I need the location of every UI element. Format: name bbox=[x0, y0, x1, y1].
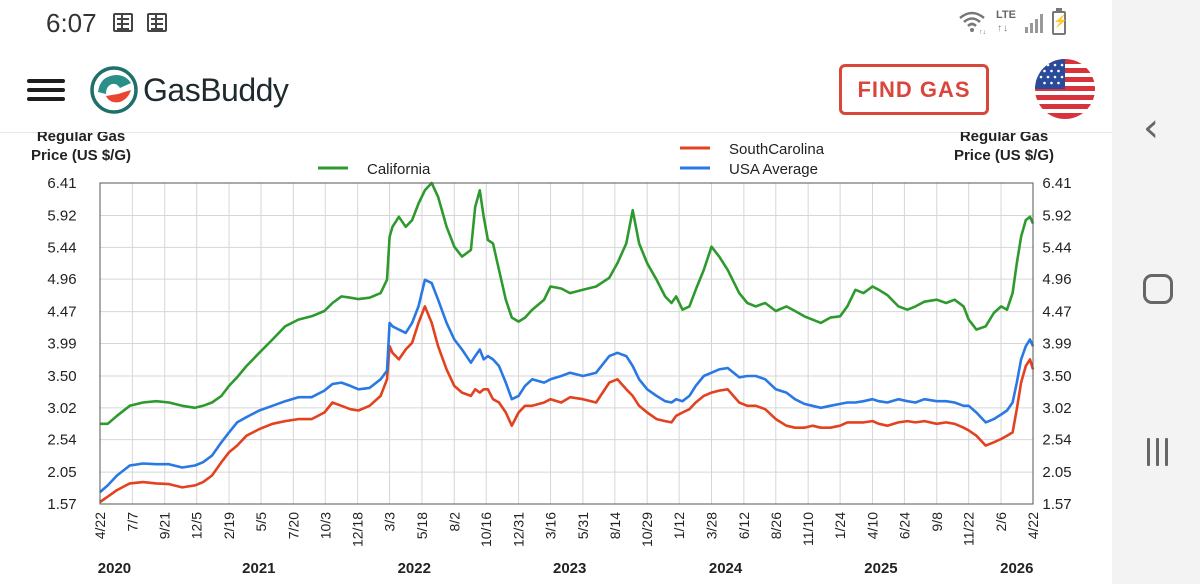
y-tick-label-right: 5.92 bbox=[1042, 207, 1071, 224]
menu-icon[interactable] bbox=[27, 79, 65, 101]
y-tick-label-right: 3.50 bbox=[1042, 368, 1071, 385]
y-tick-label-left: 1.57 bbox=[47, 496, 76, 513]
x-tick-label: 9/21 bbox=[157, 512, 173, 539]
series-lines bbox=[99, 181, 1035, 504]
y-tick-label-right: 3.02 bbox=[1042, 400, 1071, 417]
lte-arrows: ↑↓ bbox=[997, 23, 1009, 34]
x-tick-label: 1/24 bbox=[832, 512, 848, 539]
y-tick-label-right: 5.44 bbox=[1042, 239, 1071, 256]
series-line-california bbox=[100, 181, 1035, 426]
x-tick-label: 3/3 bbox=[382, 512, 398, 532]
y-tick-label-left: 5.44 bbox=[47, 239, 76, 256]
y-axis-label-left-line1: Regular Gas bbox=[37, 132, 125, 145]
find-gas-button[interactable]: FIND GAS bbox=[839, 64, 989, 115]
x-tick-label: 9/8 bbox=[929, 512, 945, 532]
x-tick-label: 5/5 bbox=[253, 512, 269, 532]
y-axis-label-right-line1: Regular Gas bbox=[960, 132, 1048, 145]
x-tick-label: 5/31 bbox=[575, 512, 591, 539]
year-label: 2024 bbox=[709, 560, 743, 577]
status-time: 6:07 bbox=[46, 8, 97, 38]
y-tick-label-left: 2.54 bbox=[47, 432, 76, 449]
x-tick-label: 11/22 bbox=[961, 512, 977, 546]
x-tick-label: 5/18 bbox=[414, 512, 430, 539]
y-tick-label-left: 2.05 bbox=[47, 464, 76, 481]
battery-charging-icon bbox=[1052, 8, 1068, 35]
series-line-southcarolina bbox=[99, 305, 1035, 504]
year-labels: 2020 2021 2022 2023 2024 2025 2026 bbox=[98, 560, 1034, 577]
x-tick-label: 3/16 bbox=[543, 512, 559, 539]
x-tick-label: 10/16 bbox=[478, 512, 494, 547]
x-tick-label: 1/12 bbox=[671, 512, 687, 539]
x-tick-label: 4/22 bbox=[1025, 512, 1041, 539]
year-label: 2021 bbox=[242, 560, 275, 577]
x-tick-label: 7/20 bbox=[285, 512, 301, 539]
legend-label-usa-average: USA Average bbox=[729, 161, 818, 178]
x-tick-label: 12/31 bbox=[511, 512, 527, 547]
x-tick-label: 4/22 bbox=[92, 512, 108, 539]
app-header: GasBuddy FIND GAS bbox=[0, 46, 1112, 132]
year-label: 2023 bbox=[553, 560, 586, 577]
wifi-icon: ↑↓ bbox=[959, 11, 986, 34]
legend-label-southcarolina: SouthCarolina bbox=[729, 141, 825, 158]
us-flag-icon[interactable] bbox=[1035, 59, 1095, 119]
x-tick-label: 7/7 bbox=[124, 512, 140, 532]
y-axis-label-left-line2: Price (US $/G) bbox=[31, 147, 131, 164]
x-tick-label: 4/10 bbox=[864, 512, 880, 539]
year-label: 2026 bbox=[1000, 560, 1033, 577]
back-icon[interactable]: ‹ bbox=[1143, 105, 1159, 151]
note-icon bbox=[113, 13, 133, 32]
y-tick-label-left: 4.96 bbox=[47, 271, 76, 288]
y-tick-labels: 6.41 6.41 5.92 5.92 5.44 5.44 4.96 4.96 4.47 4.47… bbox=[47, 175, 1071, 513]
note-icon bbox=[147, 13, 167, 32]
x-tick-label: 2/6 bbox=[993, 512, 1009, 532]
x-tick-label: 6/12 bbox=[736, 512, 752, 539]
y-tick-label-right: 2.54 bbox=[1042, 432, 1071, 449]
price-chart: Regular Gas Price (US $/G) Regular Gas P… bbox=[0, 128, 1112, 584]
x-tick-label: 3/28 bbox=[703, 512, 719, 539]
x-tick-label: 12/18 bbox=[350, 512, 366, 547]
x-tick-label: 8/26 bbox=[768, 512, 784, 539]
y-tick-label-left: 3.02 bbox=[47, 400, 76, 417]
x-tick-label: 2/19 bbox=[221, 512, 237, 539]
app-name[interactable]: GasBuddy bbox=[143, 72, 289, 108]
signal-icon bbox=[1025, 14, 1043, 33]
header-divider bbox=[0, 132, 1112, 133]
x-tick-label: 10/3 bbox=[317, 512, 333, 539]
x-tick-labels: 4/22 7/7 9/21 12/5 2/19 5/5 7/20 10/3 12/18 3/3 5/… bbox=[92, 512, 1041, 547]
status-bar: 6:07 ↑↓ LTE ↑↓ bbox=[0, 0, 1112, 46]
y-tick-label-right: 4.96 bbox=[1042, 271, 1071, 288]
y-tick-label-left: 5.92 bbox=[47, 207, 76, 224]
y-tick-label-right: 1.57 bbox=[1042, 496, 1071, 513]
y-tick-label-left: 6.41 bbox=[47, 175, 76, 192]
android-nav-bar bbox=[1112, 0, 1200, 584]
year-label: 2025 bbox=[864, 560, 897, 577]
x-tick-label: 11/10 bbox=[800, 512, 816, 546]
grid-lines bbox=[99, 182, 1034, 505]
gasbuddy-logo[interactable] bbox=[90, 66, 138, 114]
y-tick-label-right: 2.05 bbox=[1042, 464, 1071, 481]
x-tick-label: 6/24 bbox=[896, 512, 912, 539]
x-tick-label: 8/14 bbox=[607, 512, 623, 539]
y-tick-label-left: 4.47 bbox=[47, 304, 76, 321]
y-tick-label-right: 4.47 bbox=[1042, 304, 1071, 321]
y-tick-label-left: 3.99 bbox=[47, 336, 76, 353]
y-axis-label-right-line2: Price (US $/G) bbox=[954, 147, 1054, 164]
y-tick-label-left: 3.50 bbox=[47, 368, 76, 385]
lte-label: LTE bbox=[996, 9, 1016, 21]
x-tick-label: 12/5 bbox=[189, 512, 205, 539]
year-label: 2022 bbox=[398, 560, 431, 577]
y-tick-label-right: 6.41 bbox=[1042, 175, 1071, 192]
price-chart-svg: Regular Gas Price (US $/G) Regular Gas P… bbox=[31, 128, 1072, 577]
legend-label-california: California bbox=[367, 161, 431, 178]
svg-text:↑↓: ↑↓ bbox=[979, 29, 986, 34]
series-line-usa-average bbox=[99, 278, 1035, 494]
year-label: 2020 bbox=[98, 560, 131, 577]
y-tick-label-right: 3.99 bbox=[1042, 336, 1071, 353]
plot-area-border bbox=[99, 182, 1034, 505]
x-tick-label: 8/2 bbox=[446, 512, 462, 532]
recents-icon[interactable] bbox=[1145, 438, 1171, 466]
x-tick-label: 10/29 bbox=[639, 512, 655, 547]
home-icon[interactable] bbox=[1143, 274, 1173, 304]
